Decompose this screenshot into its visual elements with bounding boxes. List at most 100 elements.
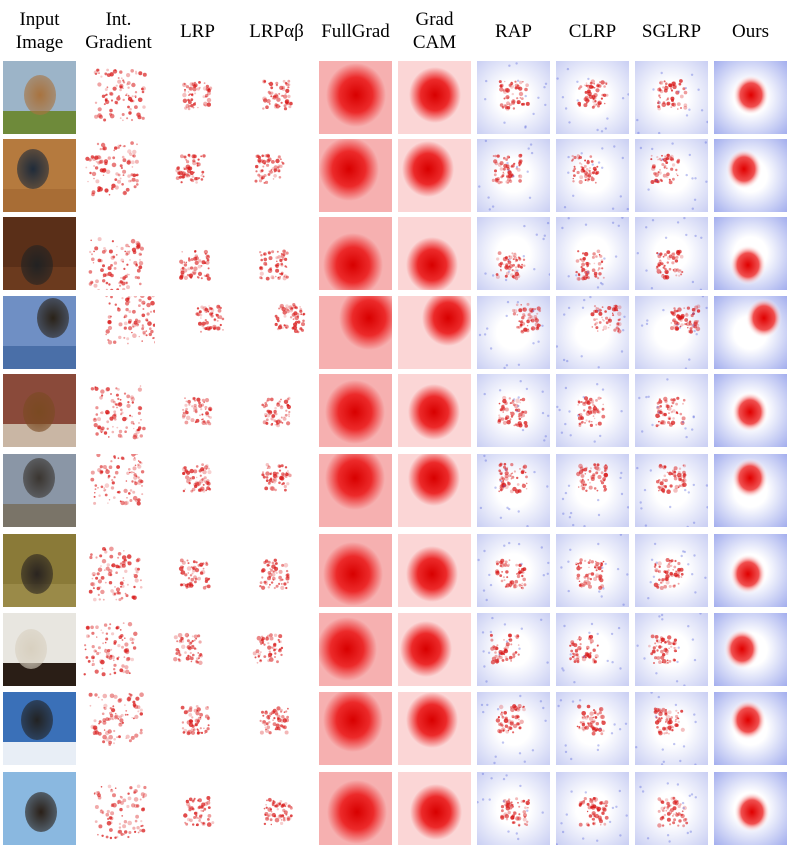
input-image bbox=[3, 534, 76, 607]
heatmap-fullgrad bbox=[319, 534, 392, 607]
heatmap-clrp bbox=[556, 139, 629, 212]
column-header-line1: LRP bbox=[180, 20, 215, 42]
input-image bbox=[3, 613, 76, 686]
heatmap-intgradient bbox=[82, 139, 155, 212]
heatmap-clrp bbox=[556, 217, 629, 290]
heatmap-lrp bbox=[240, 374, 313, 447]
column-header-line1: SGLRP bbox=[641, 20, 702, 42]
heatmap-ours bbox=[714, 613, 787, 686]
column-header-line1: Ours bbox=[732, 20, 769, 42]
heatmap-lrp bbox=[240, 692, 313, 765]
heatmap-sglrp bbox=[635, 61, 708, 134]
heatmap-clrp bbox=[556, 772, 629, 845]
heatmap-ours bbox=[714, 534, 787, 607]
heatmap-gradcam bbox=[398, 534, 471, 607]
heatmap-intgradient bbox=[82, 613, 155, 686]
heatmap-gradcam bbox=[398, 772, 471, 845]
heatmap-rap bbox=[477, 296, 550, 369]
heatmap-rap bbox=[477, 692, 550, 765]
input-image bbox=[3, 296, 76, 369]
heatmap-lrp bbox=[240, 534, 313, 607]
input-image bbox=[3, 772, 76, 845]
heatmap-gradcam bbox=[398, 296, 471, 369]
input-image bbox=[3, 217, 76, 290]
column-header-line1: CLRP bbox=[568, 20, 617, 42]
heatmap-sglrp bbox=[635, 374, 708, 447]
heatmap-sglrp bbox=[635, 534, 708, 607]
heatmap-ours bbox=[714, 61, 787, 134]
column-header-line2: Gradient bbox=[85, 32, 152, 53]
heatmap-clrp bbox=[556, 613, 629, 686]
heatmap-sglrp bbox=[635, 217, 708, 290]
heatmap-sglrp bbox=[635, 692, 708, 765]
column-header-line1: Grad bbox=[415, 9, 454, 30]
heatmap-lrp bbox=[240, 613, 313, 686]
column-header-line2: CAM bbox=[412, 32, 457, 53]
heatmap-clrp bbox=[556, 454, 629, 527]
heatmap-ours bbox=[714, 692, 787, 765]
heatmap-fullgrad bbox=[319, 772, 392, 845]
heatmap-ours bbox=[714, 454, 787, 527]
column-header-line1: Int. bbox=[105, 9, 132, 30]
heatmap-lrp bbox=[240, 454, 313, 527]
input-image bbox=[3, 374, 76, 447]
column-header: Int. Gradient bbox=[79, 6, 158, 56]
heatmap-fullgrad bbox=[319, 692, 392, 765]
column-header: Grad CAM bbox=[395, 6, 474, 56]
heatmap-intgradient bbox=[82, 772, 155, 845]
heatmap-rap bbox=[477, 61, 550, 134]
heatmap-gradcam bbox=[398, 374, 471, 447]
heatmap-lrp bbox=[161, 454, 234, 527]
heatmap-intgradient bbox=[82, 692, 155, 765]
heatmap-lrp bbox=[161, 61, 234, 134]
heatmap-gradcam bbox=[398, 692, 471, 765]
heatmap-fullgrad bbox=[319, 217, 392, 290]
heatmap-rap bbox=[477, 534, 550, 607]
heatmap-intgradient bbox=[82, 454, 155, 527]
column-header: LRPαβ bbox=[237, 6, 316, 56]
heatmap-lrp bbox=[161, 692, 234, 765]
column-header-line1: LRPαβ bbox=[249, 20, 304, 42]
heatmap-rap bbox=[477, 139, 550, 212]
heatmap-lrp bbox=[240, 61, 313, 134]
heatmap-lrp bbox=[161, 534, 234, 607]
heatmap-ours bbox=[714, 296, 787, 369]
heatmap-ours bbox=[714, 139, 787, 212]
heatmap-clrp bbox=[556, 534, 629, 607]
column-header: RAP bbox=[474, 6, 553, 56]
column-header-line1: FullGrad bbox=[321, 20, 390, 42]
heatmap-gradcam bbox=[398, 217, 471, 290]
column-header-line1: RAP bbox=[495, 20, 532, 42]
input-image bbox=[3, 692, 76, 765]
heatmap-intgradient bbox=[82, 374, 155, 447]
heatmap-lrp bbox=[161, 613, 234, 686]
column-header: LRP bbox=[158, 6, 237, 56]
column-header: SGLRP bbox=[632, 6, 711, 56]
heatmap-intgradient bbox=[82, 61, 155, 134]
heatmap-fullgrad bbox=[319, 454, 392, 527]
input-image bbox=[3, 454, 76, 527]
heatmap-lrp bbox=[161, 374, 234, 447]
heatmap-lrp bbox=[240, 139, 313, 212]
heatmap-lrp bbox=[240, 217, 313, 290]
heatmap-rap bbox=[477, 217, 550, 290]
input-image bbox=[3, 139, 76, 212]
heatmap-intgradient bbox=[82, 217, 155, 290]
heatmap-sglrp bbox=[635, 139, 708, 212]
column-header: Ours bbox=[711, 6, 790, 56]
heatmap-gradcam bbox=[398, 61, 471, 134]
heatmap-lrp bbox=[161, 217, 234, 290]
heatmap-gradcam bbox=[398, 454, 471, 527]
heatmap-fullgrad bbox=[319, 139, 392, 212]
heatmap-lrp bbox=[240, 772, 313, 845]
heatmap-clrp bbox=[556, 61, 629, 134]
heatmap-clrp bbox=[556, 296, 629, 369]
heatmap-lrp bbox=[161, 772, 234, 845]
heatmap-lrp bbox=[161, 139, 234, 212]
heatmap-lrp bbox=[240, 296, 313, 369]
input-image bbox=[3, 61, 76, 134]
column-header: CLRP bbox=[553, 6, 632, 56]
column-header: FullGrad bbox=[316, 6, 395, 56]
heatmap-rap bbox=[477, 374, 550, 447]
